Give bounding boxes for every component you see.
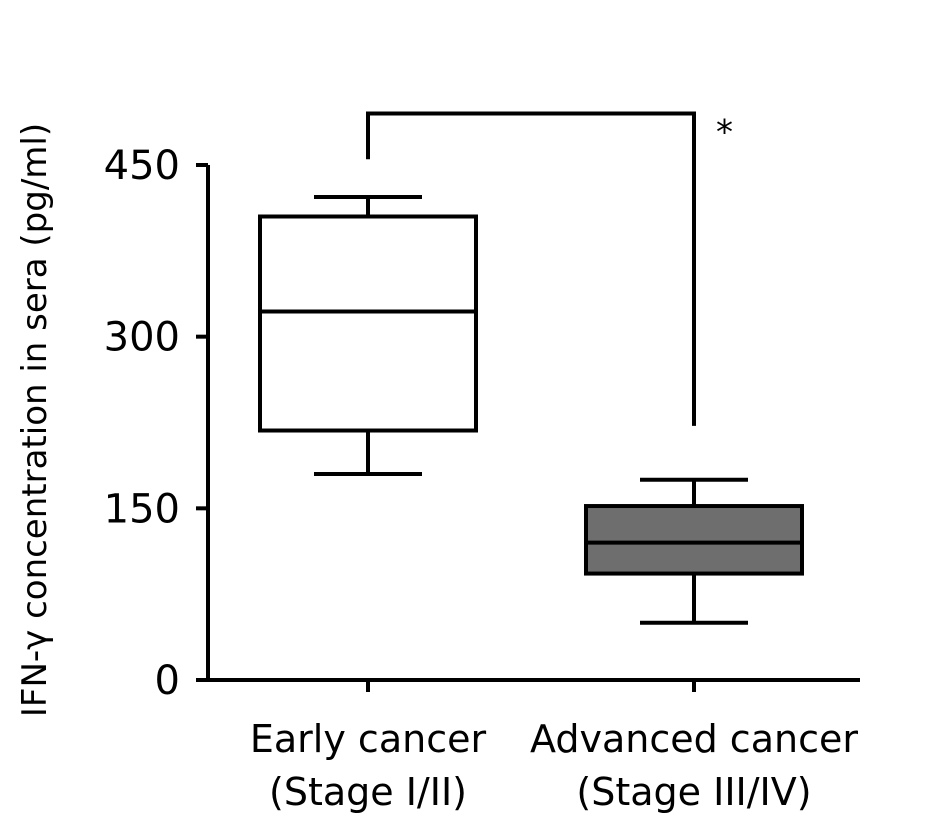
category-label-line1: Advanced cancer — [530, 717, 858, 761]
box-group — [258, 195, 478, 476]
category-label-line1: Early cancer — [250, 717, 487, 761]
box-group — [584, 477, 804, 625]
significance-star: * — [716, 113, 733, 153]
axes — [206, 165, 860, 692]
significance-bracket: * — [366, 111, 733, 426]
y-tick-label: 150 — [104, 486, 180, 532]
y-tick-label: 0 — [155, 658, 180, 704]
y-axis-title: IFN-γ concentration in sera (pg/ml) — [15, 123, 55, 717]
box-series — [258, 195, 804, 625]
iqr-box — [258, 214, 478, 433]
category-labels: Early cancer (Stage I/II) Advanced cancer (… — [250, 717, 858, 814]
y-tick-label: 300 — [104, 315, 180, 361]
y-tick-label: 450 — [104, 143, 180, 189]
category-label-line2: (Stage I/II) — [269, 770, 467, 814]
category-label-line2: (Stage III/IV) — [576, 770, 811, 814]
bracket-line — [366, 111, 696, 426]
y-axis-ticks: 0 150 300 450 — [104, 143, 208, 704]
iqr-box — [584, 504, 804, 576]
